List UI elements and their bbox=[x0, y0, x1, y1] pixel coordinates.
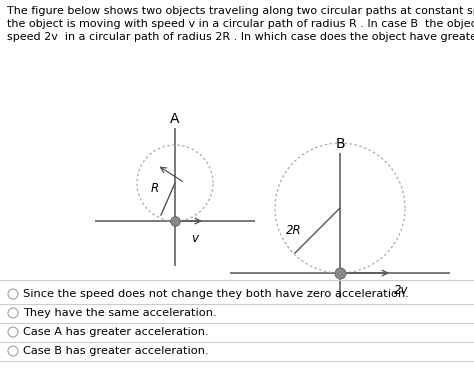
Text: the object is moving with speed v in a circular path of radius R . In case B  th: the object is moving with speed v in a c… bbox=[7, 19, 474, 29]
Text: 2v: 2v bbox=[394, 284, 409, 297]
Text: R: R bbox=[151, 183, 159, 195]
Text: A: A bbox=[170, 112, 180, 126]
Text: They have the same acceleration.: They have the same acceleration. bbox=[23, 308, 217, 318]
Text: The figure below shows two objects traveling along two circular paths at constan: The figure below shows two objects trave… bbox=[7, 6, 474, 16]
Text: B: B bbox=[335, 137, 345, 151]
Text: Since the speed does not change they both have zero acceleration.: Since the speed does not change they bot… bbox=[23, 289, 409, 299]
Text: v: v bbox=[191, 232, 199, 245]
Text: speed 2v  in a circular path of radius 2R . In which case does the object have g: speed 2v in a circular path of radius 2R… bbox=[7, 32, 474, 42]
Text: Case A has greater acceleration.: Case A has greater acceleration. bbox=[23, 327, 209, 337]
Text: 2R: 2R bbox=[286, 223, 302, 237]
Text: Case B has greater acceleration.: Case B has greater acceleration. bbox=[23, 346, 209, 356]
